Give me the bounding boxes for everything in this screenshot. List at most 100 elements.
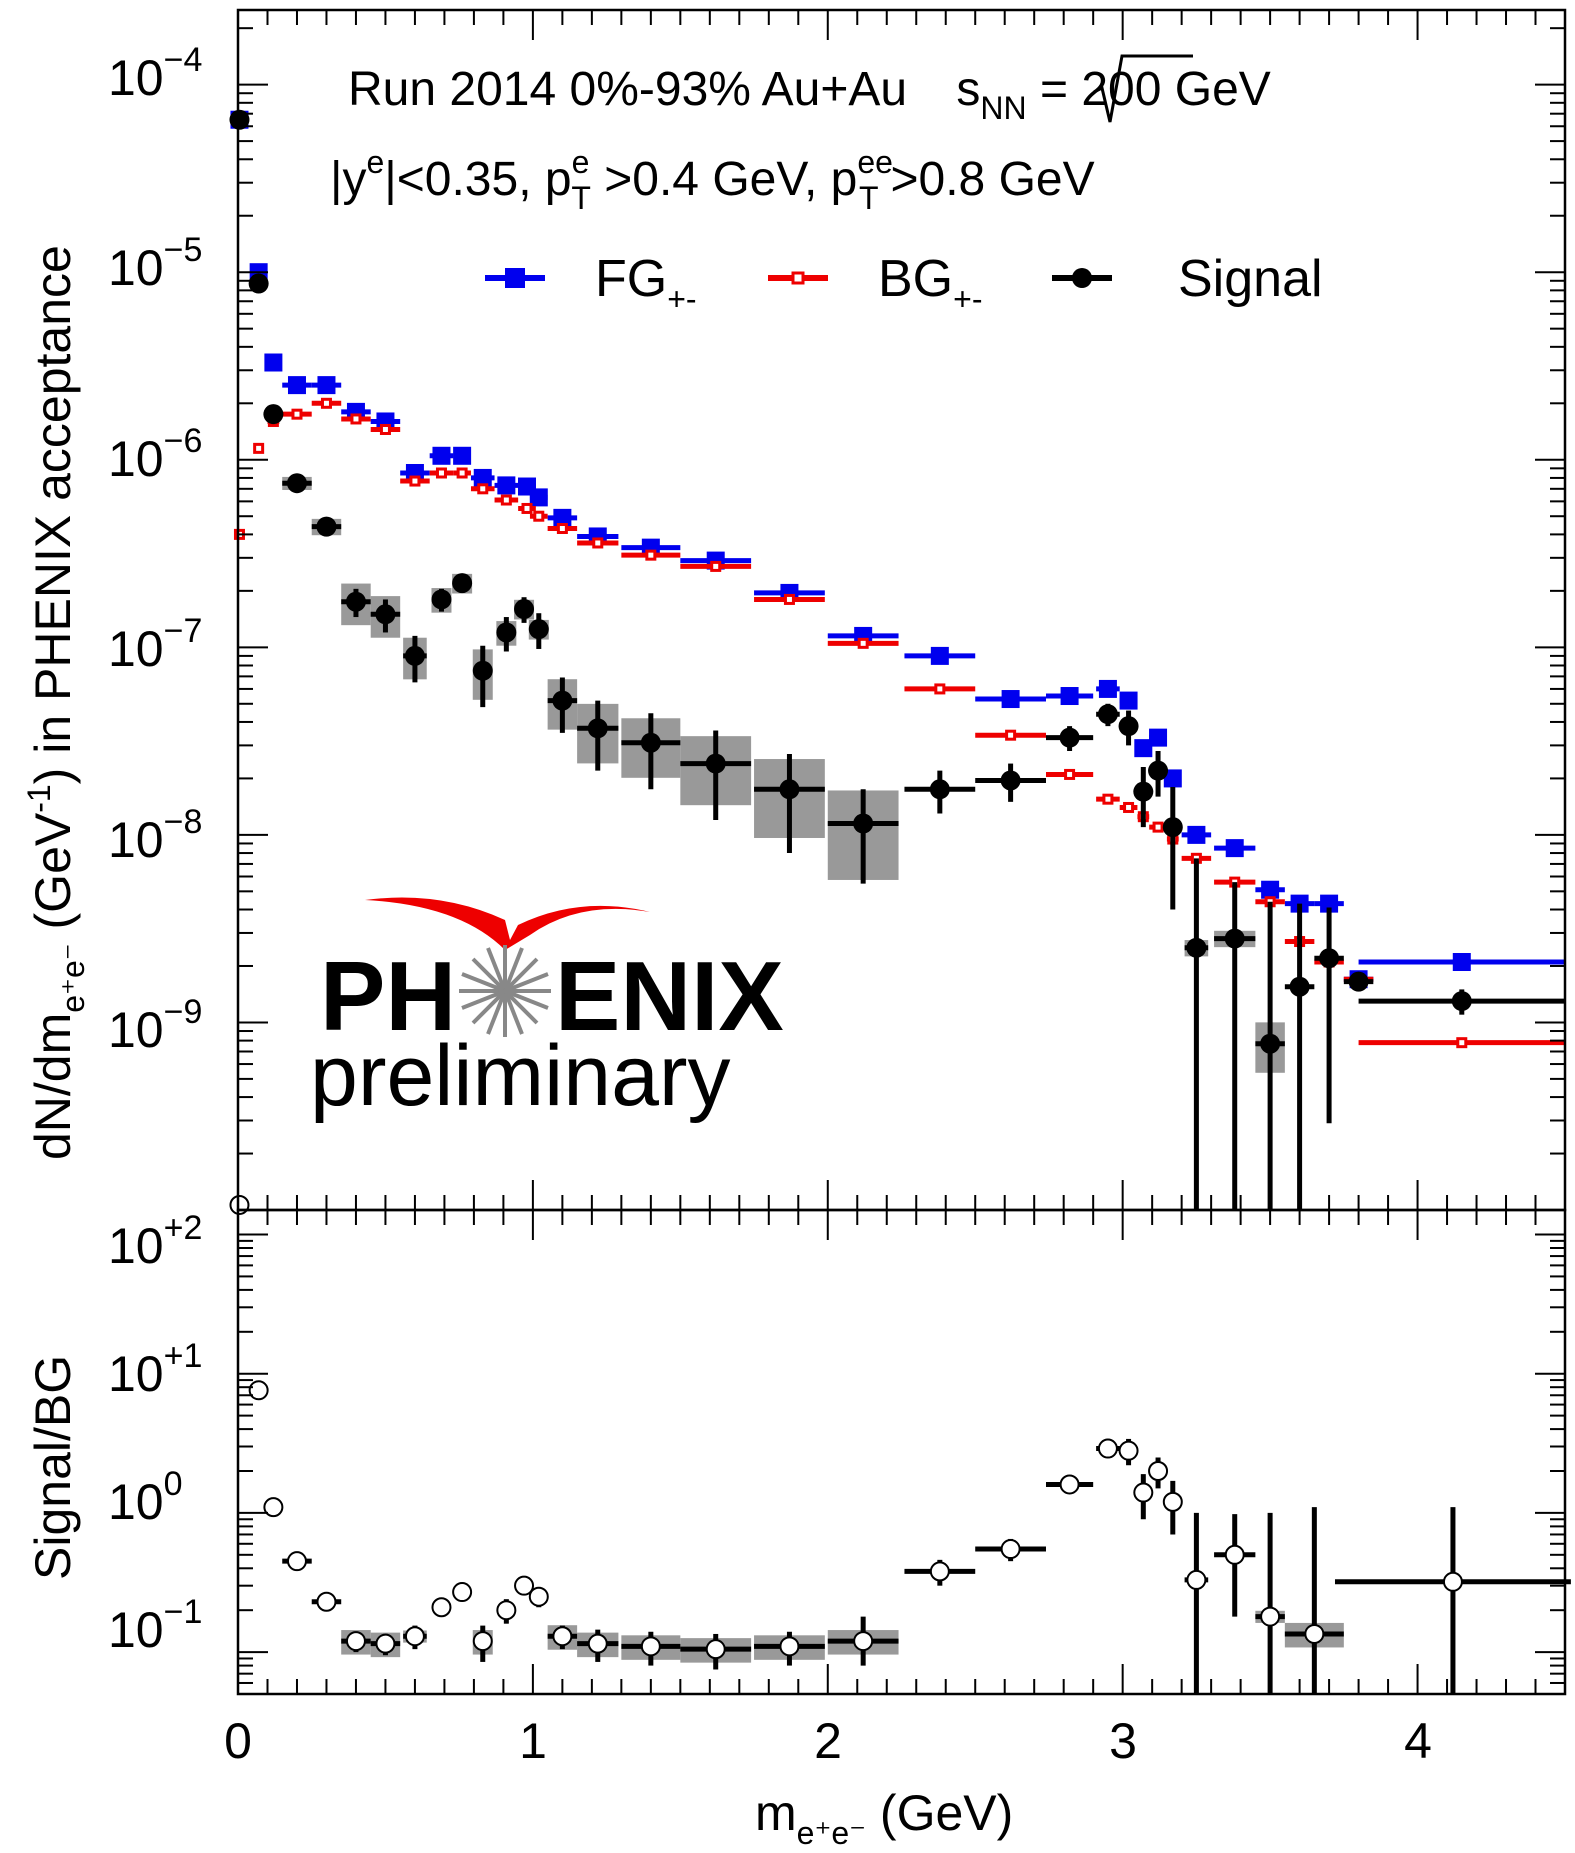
signal-point xyxy=(229,109,250,130)
signal-point xyxy=(248,273,269,294)
signal-point xyxy=(1000,770,1021,791)
signal-point xyxy=(1162,817,1183,838)
fg-point xyxy=(432,446,451,465)
signal-point xyxy=(853,813,874,834)
bottom-y-tick-1e0: 100 xyxy=(108,1465,183,1530)
signal-point xyxy=(431,589,452,610)
logo-title-right: ENIX xyxy=(555,941,784,1051)
bg-point xyxy=(320,397,332,409)
signal-point xyxy=(1319,948,1340,969)
ratio-point xyxy=(472,1631,493,1652)
fg-point xyxy=(264,353,283,372)
signal-point xyxy=(472,660,493,681)
bg-point xyxy=(1123,801,1135,813)
signal-point xyxy=(587,718,608,739)
x-tick-0: 0 xyxy=(224,1713,252,1769)
bg-point xyxy=(456,467,468,479)
top-y-axis-title: dN/dme⁺e⁻ (GeV-1) in PHENIX acceptance xyxy=(21,245,91,1160)
fg-point xyxy=(1452,953,1471,972)
ratio-point xyxy=(528,1586,549,1607)
fg-point xyxy=(1261,880,1280,899)
bg-point xyxy=(253,442,265,454)
signal-point xyxy=(316,516,337,537)
legend: FG+- BG+- Signal xyxy=(485,250,1323,317)
legend-signal-marker xyxy=(1072,268,1092,288)
signal-point xyxy=(452,573,473,594)
axis-ticks xyxy=(237,10,1566,1695)
fg-point xyxy=(1119,691,1138,710)
ratio-point xyxy=(1224,1544,1245,1565)
signal-point xyxy=(1133,781,1154,802)
signal-point xyxy=(496,622,517,643)
fg-point xyxy=(473,468,492,487)
ratio-point xyxy=(705,1639,726,1660)
legend-fg-marker xyxy=(505,268,525,288)
ratio-point xyxy=(1059,1474,1080,1495)
ratio-point xyxy=(404,1626,425,1647)
sqrt-symbol xyxy=(1093,54,1193,123)
fg-point xyxy=(317,376,336,395)
ratio-point xyxy=(587,1633,608,1654)
top-y-tick-1e-6: 10−6 xyxy=(108,422,202,487)
ratio-point xyxy=(1442,1571,1463,1592)
ratio-point xyxy=(263,1497,284,1518)
bg-point xyxy=(435,467,447,479)
signal-point xyxy=(528,619,549,640)
signal-point xyxy=(1059,727,1080,748)
bg-point xyxy=(1064,768,1076,780)
fg-point xyxy=(1060,687,1079,706)
ratio-point xyxy=(779,1636,800,1657)
ratio-point xyxy=(552,1626,573,1647)
signal-point xyxy=(929,779,950,800)
bottom-panel-frame xyxy=(236,1208,1567,1696)
top-y-tick-1e-5: 10−5 xyxy=(108,231,202,296)
fg-point xyxy=(930,646,949,665)
fg-point xyxy=(1149,728,1168,747)
bg-point xyxy=(350,413,362,425)
bg-point xyxy=(1102,793,1114,805)
bg-point xyxy=(1152,821,1164,833)
fg-point xyxy=(1001,690,1020,709)
legend-fg-label: FG+- xyxy=(595,250,697,317)
fg-point xyxy=(1163,769,1182,788)
signal-point xyxy=(345,591,366,612)
legend-bg-label: BG+- xyxy=(878,250,982,317)
top-y-tick-1e-9: 10−9 xyxy=(108,993,202,1058)
legend-bg-marker xyxy=(791,271,805,285)
bg-point xyxy=(379,423,391,435)
top-y-tick-1e-8: 10−8 xyxy=(108,803,202,868)
x-tick-3: 3 xyxy=(1109,1713,1137,1769)
bottom-y-axis-title: Signal/BG xyxy=(25,1355,81,1580)
signal-point xyxy=(263,404,284,425)
x-tick-4: 4 xyxy=(1404,1713,1432,1769)
signal-point xyxy=(779,779,800,800)
logo-star-icon xyxy=(459,945,551,1037)
bg-point xyxy=(783,593,795,605)
signal-point xyxy=(375,604,396,625)
top-y-tick-1e-4: 10−4 xyxy=(108,41,202,106)
bg-point xyxy=(556,523,568,535)
ratio-point xyxy=(229,1194,250,1215)
bg-point xyxy=(1005,729,1017,741)
ratio-point xyxy=(345,1631,366,1652)
fg-point xyxy=(1225,839,1244,858)
ratio-point xyxy=(1304,1623,1325,1644)
fg-point xyxy=(453,446,472,465)
signal-point xyxy=(514,599,535,620)
bg-point xyxy=(291,408,303,420)
fg-point xyxy=(1320,894,1339,913)
ratio-point xyxy=(853,1631,874,1652)
x-tick-labels: 0 1 2 3 4 xyxy=(224,1713,1432,1769)
bg-point xyxy=(521,502,533,514)
ratio-point xyxy=(286,1551,307,1572)
fg-point xyxy=(1187,825,1206,844)
signal-point xyxy=(1097,704,1118,725)
x-tick-2: 2 xyxy=(814,1713,842,1769)
bg-point xyxy=(533,510,545,522)
ratio-point xyxy=(431,1597,452,1618)
signal-point xyxy=(1148,760,1169,781)
bg-point xyxy=(409,475,421,487)
x-tick-1: 1 xyxy=(519,1713,547,1769)
ratio-point xyxy=(514,1575,535,1596)
